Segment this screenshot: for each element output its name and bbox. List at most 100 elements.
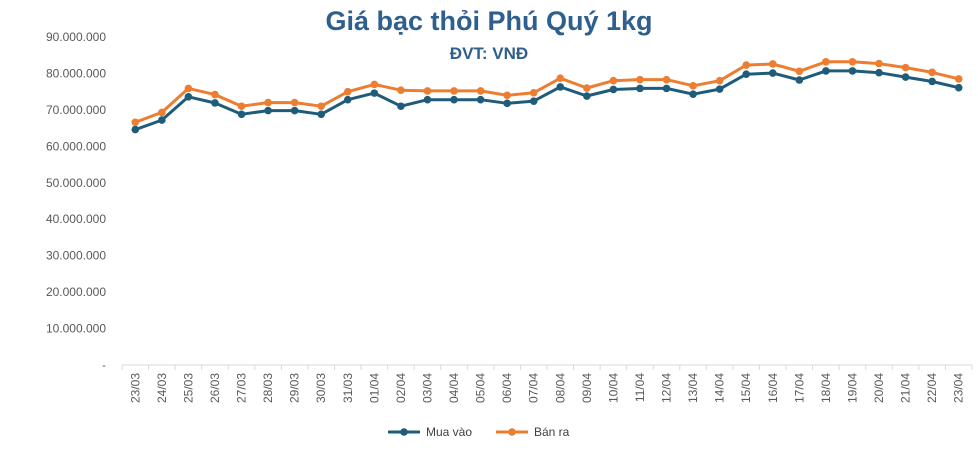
legend-marker-1	[400, 428, 408, 436]
data-point	[450, 87, 458, 95]
x-tick-label: 29/03	[288, 373, 302, 403]
y-tick-label: 60.000.000	[46, 139, 106, 153]
data-point	[636, 75, 644, 84]
x-tick-label: 07/04	[527, 373, 541, 403]
x-tick-label: 13/04	[686, 373, 700, 403]
data-point	[158, 108, 166, 117]
data-point	[503, 91, 511, 100]
data-point	[184, 92, 193, 101]
x-tick-label: 11/04	[633, 373, 647, 402]
data-point	[237, 102, 246, 111]
data-point	[609, 76, 618, 85]
x-tick-label: 25/03	[181, 373, 195, 403]
data-point	[343, 87, 352, 96]
data-point	[609, 85, 618, 94]
x-tick-label: 20/04	[872, 373, 886, 403]
data-point	[636, 84, 644, 93]
data-point	[822, 67, 830, 75]
data-point	[290, 106, 299, 115]
data-point	[795, 76, 804, 84]
data-point	[715, 76, 724, 85]
legend-label-2: Bán ra	[534, 425, 570, 439]
x-tick-label: 08/04	[553, 373, 567, 403]
data-point	[503, 99, 511, 108]
x-tick-label: 06/04	[500, 373, 514, 403]
data-point	[264, 98, 272, 107]
data-point	[184, 84, 193, 93]
data-point	[370, 89, 379, 97]
data-point	[397, 86, 405, 95]
x-tick-label: 04/04	[447, 373, 461, 403]
x-tick-label: 14/04	[713, 373, 727, 403]
data-point	[662, 75, 671, 84]
data-point	[928, 68, 936, 77]
data-point	[583, 92, 591, 100]
legend-marker-2	[508, 428, 516, 436]
data-point	[131, 118, 140, 127]
data-point	[768, 69, 777, 77]
data-point	[583, 84, 591, 92]
data-point	[901, 63, 910, 72]
data-point	[875, 59, 883, 68]
x-tick-label: 21/04	[899, 373, 913, 403]
x-tick-label: 15/04	[739, 373, 753, 403]
chart-title: Giá bạc thỏi Phú Quý 1kg	[325, 6, 653, 36]
y-tick-label: 80.000.000	[46, 66, 106, 80]
x-tick-label: 05/04	[474, 373, 488, 403]
y-tick-label: 50.000.000	[46, 176, 106, 190]
data-point	[662, 84, 671, 93]
y-tick-label: 10.000.000	[46, 322, 106, 336]
x-tick-label: 17/04	[792, 373, 806, 403]
x-tick-label: 19/04	[845, 373, 859, 403]
data-point	[715, 85, 724, 93]
y-tick-label: 70.000.000	[46, 103, 106, 117]
data-point	[768, 60, 777, 68]
y-tick-label: 90.000.000	[46, 30, 106, 44]
data-point	[476, 95, 485, 104]
data-point	[848, 67, 857, 75]
x-tick-label: 01/04	[367, 373, 381, 403]
data-point	[131, 125, 140, 134]
x-tick-label: 10/04	[606, 373, 620, 403]
data-point	[423, 95, 432, 104]
x-tick-label: 18/04	[819, 373, 833, 403]
data-point	[317, 102, 326, 111]
data-point	[742, 70, 751, 78]
x-tick-label: 24/03	[155, 373, 169, 403]
data-point	[317, 110, 326, 119]
x-tick-label: 27/03	[235, 373, 249, 403]
data-point	[928, 77, 936, 86]
data-point	[290, 98, 299, 107]
x-tick-label: 16/04	[766, 373, 780, 403]
x-tick-label: 09/04	[580, 373, 594, 403]
data-point	[529, 97, 538, 105]
series-line-2	[133, 60, 961, 124]
data-point	[556, 83, 565, 91]
x-tick-label: 03/04	[420, 373, 434, 403]
x-tick-label: 26/03	[208, 373, 222, 403]
data-point	[423, 87, 432, 95]
data-point	[370, 80, 379, 89]
data-point	[158, 116, 166, 124]
data-point	[211, 90, 219, 99]
x-tick-label: 31/03	[341, 373, 355, 403]
data-point	[875, 68, 883, 77]
y-tick-label: 40.000.000	[46, 212, 106, 226]
data-point	[264, 106, 272, 115]
data-point	[397, 102, 405, 111]
data-point	[237, 110, 246, 119]
data-point	[476, 87, 485, 95]
data-point	[822, 57, 830, 66]
series-line-1	[133, 69, 961, 132]
x-tick-label: 30/03	[314, 373, 328, 403]
data-point	[795, 67, 804, 76]
legend-label-1: Mua vào	[426, 425, 472, 439]
data-point	[689, 90, 697, 99]
data-point	[901, 73, 910, 81]
y-tick-label: 30.000.000	[46, 249, 106, 263]
x-tick-label: 12/04	[660, 373, 674, 403]
data-point	[954, 75, 963, 83]
chart-subtitle: ĐVT: VNĐ	[449, 44, 529, 63]
